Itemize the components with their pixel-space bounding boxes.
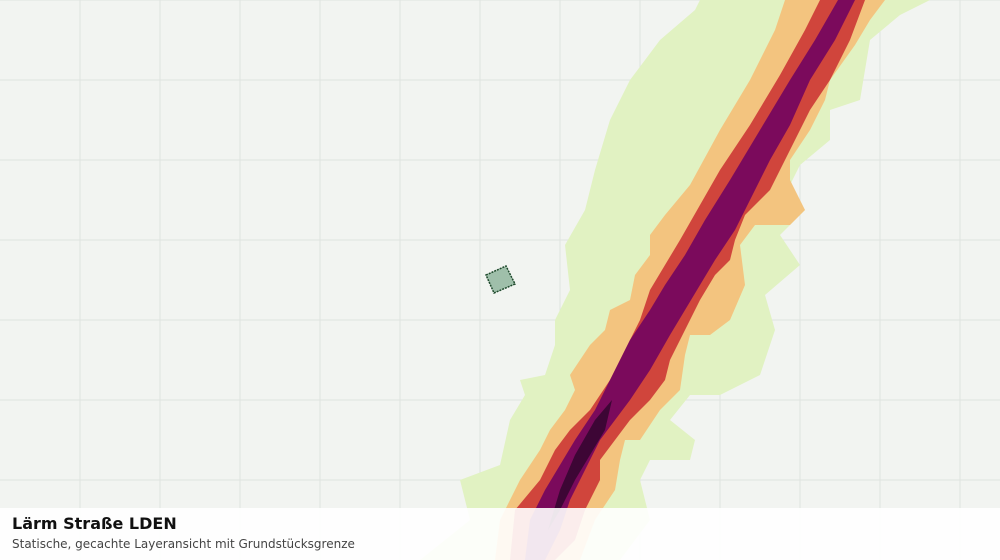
caption: Lärm Straße LDEN Statische, gecachte Lay… <box>0 508 1000 560</box>
map-subtitle: Statische, gecachte Layeransicht mit Gru… <box>12 537 355 551</box>
map-title: Lärm Straße LDEN <box>12 514 177 533</box>
noise-band-very-high <box>525 0 855 560</box>
parcel-boundary <box>485 265 517 294</box>
noise-band-extreme <box>548 400 612 530</box>
